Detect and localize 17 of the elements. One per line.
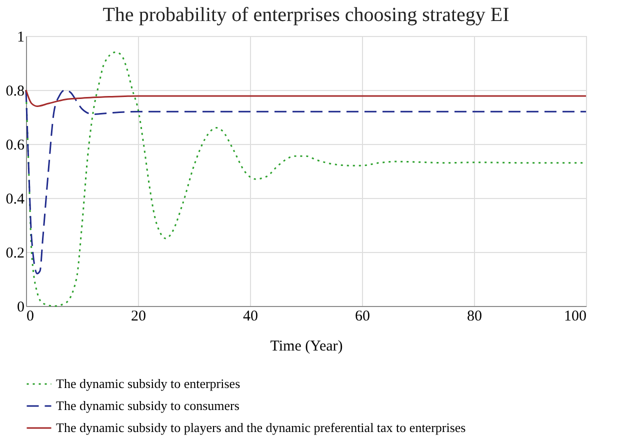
chart-title: The probability of enterprises choosing strategy EI [102, 4, 510, 26]
line-series [25, 89, 587, 107]
x-tick-label: 60 [355, 308, 370, 324]
legend-label: The dynamic subsidy to players and the dynamic preferential tax to enterprises [56, 420, 466, 435]
y-tick-label: 0.4 [6, 192, 25, 208]
x-axis-title: Time (Year) [270, 338, 343, 354]
y-tick-label: 0.6 [6, 138, 25, 154]
x-tick-label: 100 [564, 308, 586, 324]
x-tick-label: 20 [131, 308, 146, 324]
legend-label: The dynamic subsidy to consumers [56, 398, 240, 413]
legend-label: The dynamic subsidy to enterprises [56, 376, 240, 391]
y-tick-label: 1 [17, 30, 24, 46]
x-tick-label: 40 [243, 308, 258, 324]
line-series [25, 89, 587, 274]
y-tick-label: 0.8 [6, 84, 24, 100]
x-tick-label: 80 [467, 308, 482, 324]
y-tick-label: 0.2 [6, 246, 24, 262]
